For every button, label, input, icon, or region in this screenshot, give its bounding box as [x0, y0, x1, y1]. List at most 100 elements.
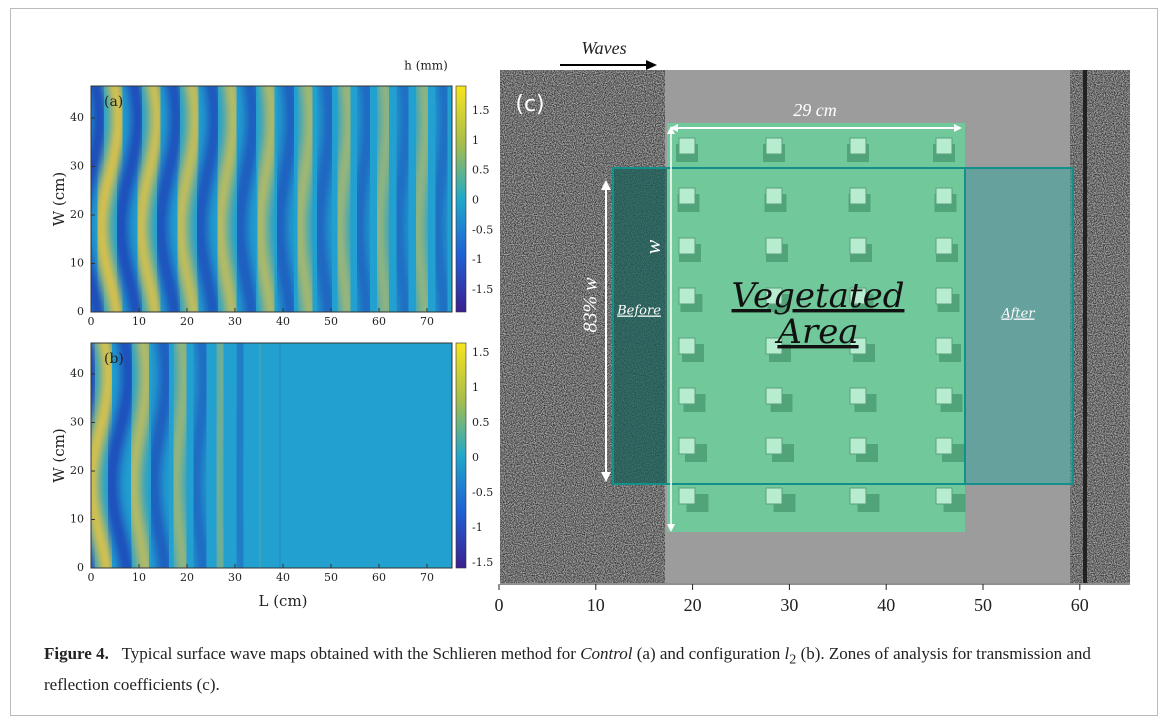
heatmap — [91, 86, 452, 312]
band-label: 83% w — [580, 277, 602, 333]
peg — [849, 487, 867, 505]
peg — [935, 187, 953, 205]
wave-stripe — [94, 86, 126, 312]
figure-frame — [10, 8, 1158, 716]
peg — [678, 337, 696, 355]
x-tick-label: 20 — [180, 315, 194, 328]
peg — [849, 337, 867, 355]
caption-text: l — [784, 644, 790, 663]
wave-stripe — [173, 86, 203, 312]
peg — [765, 187, 783, 205]
wave-stripe — [104, 343, 136, 568]
y-tick-label: 20 — [70, 208, 84, 221]
plot-border — [90, 342, 453, 569]
peg — [678, 137, 696, 155]
after-label: After — [1000, 307, 1035, 322]
wave-stripe — [232, 86, 261, 312]
x-tick-label: 30 — [780, 595, 798, 615]
colorbar-tick-label: 0.5 — [472, 416, 490, 429]
wave-stripe — [126, 343, 154, 568]
wave-stripe — [188, 343, 212, 568]
waves-arrow-head — [646, 60, 657, 70]
y-tick-label: 10 — [70, 513, 84, 526]
peg — [935, 437, 953, 455]
peg — [765, 437, 783, 455]
x-tick-label: 30 — [228, 315, 242, 328]
caption-text: (a) and configuration — [632, 644, 785, 663]
wave-stripe — [372, 86, 394, 312]
x-tick-label: 60 — [1071, 595, 1089, 615]
wave-stripe — [312, 86, 337, 312]
wave-stripe — [332, 86, 356, 312]
caption: Figure 4. Typical surface wave maps obta… — [44, 641, 1134, 697]
colorbar-tick-label: 0 — [472, 451, 479, 464]
wave-stripe — [210, 343, 230, 568]
x-tick-label: 40 — [276, 315, 290, 328]
wave-stripe — [153, 86, 184, 312]
peg — [765, 287, 783, 305]
peg — [765, 387, 783, 405]
caption-text: Control — [580, 644, 633, 663]
peg — [935, 337, 953, 355]
peg — [678, 287, 696, 305]
plot-border — [90, 85, 453, 313]
wave-stripe — [146, 343, 174, 568]
wave-stripe — [272, 86, 299, 312]
y-tick-label: 40 — [70, 367, 84, 380]
peg — [678, 487, 696, 505]
colorbar-tick-label: -1 — [472, 521, 483, 534]
x-tick-label: 10 — [132, 315, 146, 328]
peg — [765, 487, 783, 505]
caption-text: 2 — [789, 651, 797, 668]
peg — [849, 237, 867, 255]
x-tick-label: 70 — [420, 315, 434, 328]
area-label: Vegetated — [732, 276, 905, 316]
wave-stripe — [168, 343, 192, 568]
width-label: w — [640, 239, 665, 254]
wave-stripe — [411, 86, 433, 312]
peg — [765, 137, 783, 155]
before-label: Before — [616, 304, 661, 319]
wave-stripe — [351, 86, 376, 312]
x-tick-label: 50 — [324, 571, 338, 584]
peg — [678, 187, 696, 205]
peg — [935, 487, 953, 505]
peg — [849, 437, 867, 455]
y-axis-label: W (cm) — [50, 428, 68, 483]
colorbar-tick-label: 1 — [472, 381, 479, 394]
vegetated-zone — [667, 123, 965, 532]
wave-stripe — [213, 86, 241, 312]
peg — [678, 387, 696, 405]
caption-text: (b). Zones of analysis for transmission … — [44, 644, 1091, 695]
peg — [678, 237, 696, 255]
wave-stripe — [134, 86, 164, 312]
colorbar — [455, 85, 467, 313]
colorbar-tick-label: 1.5 — [472, 104, 490, 117]
panel-label: (c) — [515, 92, 544, 117]
peg — [678, 437, 696, 455]
wave-stripe — [253, 86, 280, 312]
colorbar-tick-label: -1 — [472, 253, 483, 266]
caption-label: Figure 4. — [44, 644, 109, 663]
x-tick-label: 50 — [974, 595, 992, 615]
panel-label: (a) — [104, 94, 123, 110]
x-tick-label: 40 — [276, 571, 290, 584]
wave-stripe — [391, 86, 414, 312]
wave-stripe — [113, 86, 146, 312]
colorbar-tick-label: 0 — [472, 194, 479, 207]
peg — [935, 287, 953, 305]
length-label: 29 cm — [793, 100, 837, 120]
colorbar-tick-label: 1.5 — [472, 346, 490, 359]
colorbar — [455, 342, 467, 569]
wave-stripe — [91, 86, 107, 312]
wave-stripe — [91, 343, 116, 568]
peg — [765, 337, 783, 355]
heatmap — [91, 343, 452, 568]
after-zone — [965, 168, 1073, 484]
x-tick-label: 20 — [180, 571, 194, 584]
y-axis-label: W (cm) — [50, 172, 68, 227]
y-tick-label: 40 — [70, 111, 84, 124]
y-tick-label: 30 — [70, 416, 84, 429]
x-tick-label: 60 — [372, 315, 386, 328]
